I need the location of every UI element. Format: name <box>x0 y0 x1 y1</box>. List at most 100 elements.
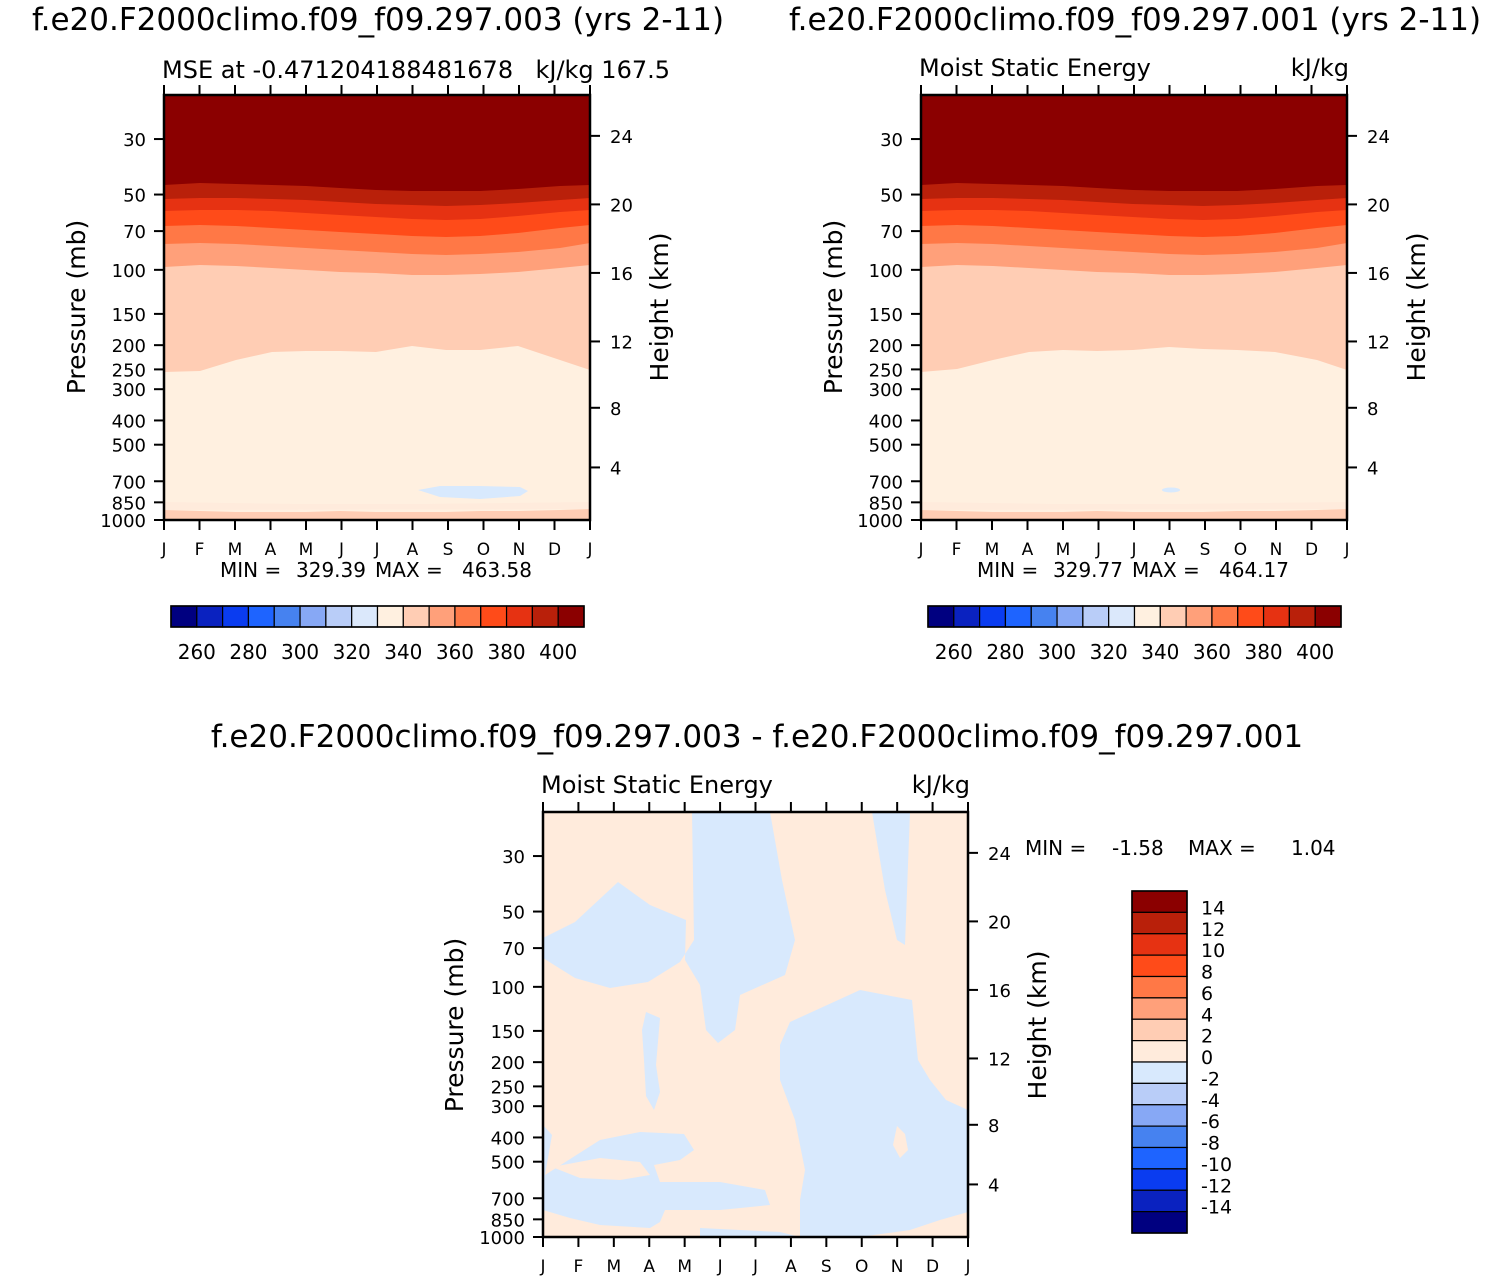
panel-a-colorbar-label: 320 <box>333 640 371 664</box>
panel-c-x-tick-label: F <box>574 1257 584 1277</box>
panel-c-colorbar-label: -2 <box>1201 1068 1220 1090</box>
panel-c-colorbar-label: 4 <box>1201 1004 1213 1026</box>
panel-b-pressure-tick-label: 500 <box>869 436 903 457</box>
panel-c-x-tick-label: J <box>964 1257 970 1277</box>
panel-c-colorbar-label: 2 <box>1201 1026 1213 1048</box>
panel-c-colorbar-box <box>1131 1146 1188 1170</box>
panel-a-pressure-label: Pressure (mb) <box>62 220 91 394</box>
panel-c-pressure-tick-label: 1000 <box>479 1228 525 1249</box>
panel-b-x-tick-label: A <box>1164 540 1176 560</box>
panel-c-height-tick-label: 4 <box>988 1175 999 1196</box>
panel-a-x-tick-label: A <box>265 540 277 560</box>
panel-b-height-tick-label: 20 <box>1367 195 1390 216</box>
panel-a-colorbar-label: 260 <box>178 640 216 664</box>
panel-a-colorbar-box <box>299 605 327 628</box>
panel-a-stats: MIN = 329.39 MAX = 463.58 <box>220 558 532 582</box>
panel-a-light-band <box>164 502 590 510</box>
panel-b-colorbar-box <box>1030 605 1058 628</box>
panel-b-x-tick-label: J <box>1343 540 1349 560</box>
panel-b-pressure-tick-label: 100 <box>869 261 903 282</box>
panel-a-height-tick-label: 20 <box>610 195 633 216</box>
panel-c-warm-lens-bottom-left <box>552 1158 650 1180</box>
panel-c-warm-lens-lower-right <box>893 1126 908 1158</box>
panel-c-colorbar-box <box>1131 911 1188 935</box>
panel-b: J F M A M J J A S O N D J305070100150200250300400500… <box>819 54 1431 664</box>
panel-a-height-tick-label: 4 <box>610 458 621 479</box>
panel-b-colorbar-box <box>1133 605 1161 628</box>
panel-c-cool-region-bottom-left <box>543 1125 770 1228</box>
panel-c-colorbar-box <box>1131 1082 1188 1106</box>
panel-b-x-tick-label: F <box>952 540 962 560</box>
panel-b-max-label: MAX = <box>1132 558 1200 582</box>
panel-b-min-label: MIN = <box>977 558 1038 582</box>
panel-b-height-tick-label: 24 <box>1367 127 1390 148</box>
panel-a-height-tick-label: 16 <box>610 264 633 285</box>
panel-a-colorbar-box <box>505 605 533 628</box>
panel-b-x-tick-label: J <box>917 540 923 560</box>
panel-c-cool-streak-top-right <box>872 812 910 945</box>
panel-c-cool-region-upper <box>543 812 795 1043</box>
panel-c-colorbar-box <box>1131 1168 1188 1191</box>
panel-b-colorbar-box <box>1237 605 1265 628</box>
panel-a-height-tick-label: 24 <box>610 127 633 148</box>
panel-b-x-tick-label: S <box>1200 540 1211 560</box>
panel-c-min-value: -1.58 <box>1112 836 1164 860</box>
panel-c-colorbar-box <box>1131 954 1188 978</box>
panel-c-height-tick-label: 8 <box>988 1116 999 1137</box>
panel-b-pressure-tick-label: 30 <box>880 130 903 151</box>
panel-b-colorbar-box <box>927 605 955 628</box>
panel-c-colorbar-label: -10 <box>1201 1154 1232 1176</box>
panel-b-colorbar-box <box>1082 605 1110 628</box>
panel-a-colorbar-box <box>170 605 198 628</box>
panel-b-colorbar-box <box>1056 605 1084 628</box>
panel-b-colorbar-box <box>1314 605 1342 628</box>
panel-c-colorbar-label: -6 <box>1201 1111 1220 1133</box>
panel-c-cool-region-lower <box>780 990 968 1237</box>
panel-b-height-tick-label: 12 <box>1367 332 1390 353</box>
panel-b-left-label: Moist Static Energy <box>919 54 1151 82</box>
panel-b-colorbar-box <box>1108 605 1136 628</box>
panel-a-x-tick-label: J <box>586 540 592 560</box>
panel-a-pressure-tick-label: 30 <box>123 130 146 151</box>
panel-b-colorbar-frame <box>927 605 1342 628</box>
panel-b-x-tick-label: J <box>1095 540 1101 560</box>
panel-a-pressure-tick-label: 250 <box>112 360 146 381</box>
panel-a-x-tick-label: N <box>513 540 526 560</box>
panel-c-pressure-tick-label: 500 <box>491 1153 525 1174</box>
panel-c-colorbar-label: 0 <box>1201 1047 1213 1069</box>
panel-c-colorbar-box <box>1131 1061 1188 1084</box>
panel-b-pressure-tick-label: 400 <box>869 411 903 432</box>
panel-c-stats: MIN = -1.58 MAX = 1.04 <box>1025 836 1336 860</box>
panel-c-right-label: kJ/kg <box>912 771 970 799</box>
panel-a-pressure-tick-label: 100 <box>112 261 146 282</box>
panel-b-height-label: Height (km) <box>1402 233 1431 382</box>
panel-a-x-tick-label: J <box>373 540 379 560</box>
panel-a-band-400 <box>164 95 590 191</box>
panel-c-pressure-tick-label: 200 <box>491 1053 525 1074</box>
panel-b-colorbar-label: 340 <box>1141 640 1179 664</box>
panel-a-colorbar-box <box>376 605 404 628</box>
panel-a-x-tick-label: O <box>477 540 490 560</box>
panel-b-x-tick-label: J <box>1130 540 1136 560</box>
panel-a-height-tick-label: 8 <box>610 399 621 420</box>
panel-c-pressure-tick-label: 300 <box>491 1097 525 1118</box>
panel-a-surface-band <box>164 509 590 520</box>
panel-b-colorbar: 260 280 300 320 340 360 380 400 <box>927 605 1342 664</box>
panel-a-pressure-tick-label: 150 <box>112 305 146 326</box>
panel-c-title: f.e20.F2000climo.f09_f09.297.003 - f.e20… <box>211 719 1303 755</box>
panel-b-min-value: 329.77 <box>1053 558 1123 582</box>
panel-c-x-tick-label: N <box>891 1257 904 1277</box>
panel-a-x-tick-label: D <box>548 540 561 560</box>
panel-c-x-tick-label: J <box>752 1257 758 1277</box>
panel-b-colorbar-label: 360 <box>1193 640 1231 664</box>
panel-b-height-tick-label: 16 <box>1367 264 1390 285</box>
panel-b-colorbar-box <box>953 605 981 628</box>
panel-c-x-tick-label: J <box>539 1257 545 1277</box>
panel-a-x-tick-label: J <box>338 540 344 560</box>
panel-b-cool-patch <box>1162 487 1180 493</box>
panel-a-colorbar-box <box>454 605 482 628</box>
panel-a-min-label: MIN = <box>220 558 281 582</box>
panel-a-colorbar-box <box>196 605 224 628</box>
panel-a-colorbar-label: 300 <box>281 640 319 664</box>
